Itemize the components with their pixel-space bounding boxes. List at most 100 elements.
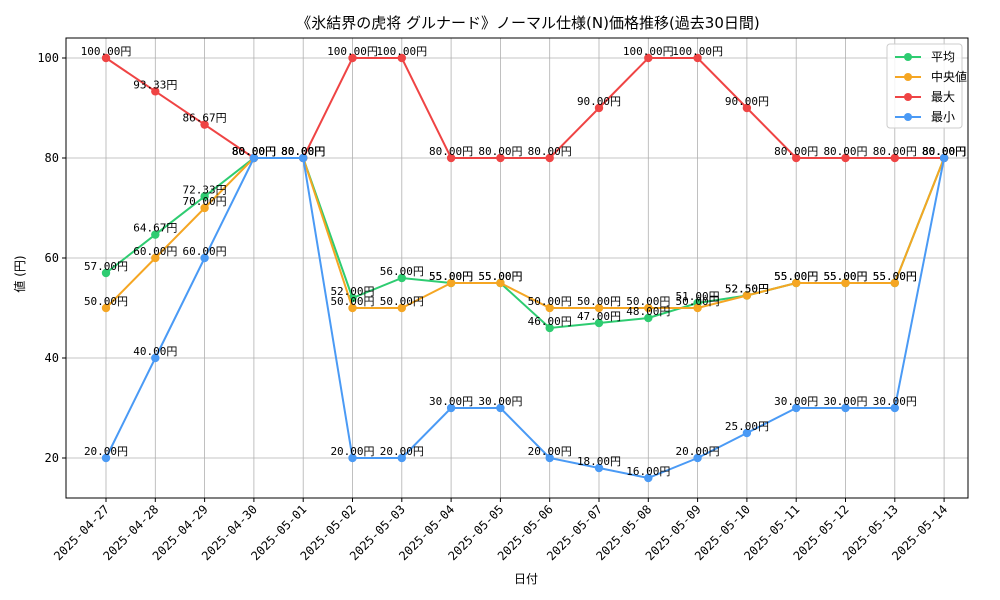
- plot-frame: [65, 37, 969, 499]
- data-point: [792, 403, 801, 413]
- data-label: 55.00円: [823, 270, 867, 283]
- data-label: 55.00円: [873, 270, 917, 283]
- data-label: 80.00円: [232, 145, 276, 158]
- y-tick-label: 80: [45, 151, 59, 165]
- data-labels: 57.00円 64.67円 72.33円 80.00円 80.00円 52.00円 56.0…: [81, 45, 967, 478]
- legend-entry: 最小: [931, 110, 955, 124]
- data-label: 80.00円: [429, 145, 473, 158]
- data-point: [545, 153, 554, 163]
- data-point: [644, 473, 653, 483]
- data-label: 100.00円: [81, 45, 132, 58]
- data-point: [890, 403, 899, 413]
- data-label: 80.00円: [281, 145, 325, 158]
- data-point: [101, 453, 111, 463]
- data-label: 80.00円: [922, 145, 966, 158]
- data-label: 80.00円: [281, 145, 325, 158]
- data-point: [101, 303, 111, 313]
- data-label: 100.00円: [623, 45, 674, 58]
- data-point: [545, 453, 554, 463]
- legend-entry: 最大: [931, 90, 955, 104]
- data-point: [693, 453, 702, 463]
- data-point: [841, 403, 850, 413]
- data-point: [496, 153, 505, 163]
- y-axis-label: 値 (円): [12, 255, 27, 292]
- series-line: [105, 57, 945, 159]
- data-label: 50.00円: [330, 295, 374, 308]
- data-point: [348, 53, 357, 63]
- data-point: [496, 403, 505, 413]
- data-point: [841, 153, 850, 163]
- data-label: 30.00円: [774, 395, 818, 408]
- data-point: [693, 53, 702, 63]
- data-point: [446, 153, 456, 163]
- data-point: [742, 428, 752, 438]
- data-label: 55.00円: [774, 270, 818, 283]
- data-label: 80.00円: [232, 145, 276, 158]
- series-line: [105, 157, 946, 480]
- data-label: 20.00円: [330, 445, 374, 458]
- legend-entry: 平均: [931, 50, 955, 64]
- y-tick-label: 40: [45, 351, 59, 365]
- data-point: [446, 403, 456, 413]
- data-label: 55.00円: [873, 270, 917, 283]
- data-point: [792, 278, 801, 288]
- data-label: 70.00円: [183, 195, 227, 208]
- data-label: 18.00円: [577, 455, 621, 468]
- data-label: 20.00円: [676, 445, 720, 458]
- data-point: [151, 353, 160, 363]
- data-label: 30.00円: [478, 395, 522, 408]
- data-point: [693, 303, 702, 313]
- data-label: 46.00円: [528, 315, 572, 328]
- data-label: 48.00円: [626, 305, 670, 318]
- data-label: 20.00円: [84, 445, 128, 458]
- legend-swatch-marker: [904, 73, 912, 81]
- data-point: [742, 103, 752, 113]
- data-label: 80.00円: [281, 145, 325, 158]
- data-point: [841, 278, 850, 288]
- data-point: [939, 153, 949, 163]
- data-point: [644, 53, 653, 63]
- legend-swatch-marker: [904, 113, 912, 121]
- series-line: [105, 157, 946, 309]
- data-point: [151, 87, 160, 96]
- series-line: [105, 157, 946, 330]
- data-label: 50.00円: [577, 295, 621, 308]
- data-label: 90.00円: [577, 95, 621, 108]
- data-label: 50.00円: [84, 295, 128, 308]
- data-point: [249, 153, 259, 163]
- data-label: 30.00円: [823, 395, 867, 408]
- data-label: 93.33円: [133, 78, 177, 91]
- data-label: 25.00円: [725, 420, 769, 433]
- data-point: [890, 278, 899, 288]
- data-label: 80.00円: [922, 145, 966, 158]
- data-label: 100.00円: [376, 45, 427, 58]
- data-label: 55.00円: [774, 270, 818, 283]
- data-label: 20.00円: [528, 445, 572, 458]
- data-label: 30.00円: [873, 395, 917, 408]
- data-label: 80.00円: [528, 145, 572, 158]
- axes: 204060801002025-04-272025-04-282025-04-2…: [37, 37, 969, 563]
- data-label: 86.67円: [183, 112, 227, 125]
- data-point: [348, 303, 357, 313]
- data-point: [200, 192, 209, 201]
- data-label: 90.00円: [725, 95, 769, 108]
- data-label: 50.00円: [626, 295, 670, 308]
- data-label: 55.00円: [429, 270, 473, 283]
- legend-swatch-marker: [904, 53, 912, 61]
- data-point: [200, 203, 209, 213]
- data-point: [545, 323, 554, 333]
- data-point: [101, 268, 111, 278]
- data-point: [446, 278, 456, 288]
- data-label: 60.00円: [133, 245, 177, 258]
- legend-entry: 中央値: [931, 69, 967, 84]
- grid: [66, 38, 968, 498]
- data-label: 72.33円: [183, 183, 227, 196]
- data-point: [594, 318, 604, 328]
- data-point: [742, 291, 752, 300]
- data-label: 57.00円: [84, 260, 128, 273]
- data-label: 60.00円: [183, 245, 227, 258]
- data-point: [151, 230, 160, 239]
- data-label: 51.00円: [676, 290, 720, 303]
- data-point: [644, 313, 653, 323]
